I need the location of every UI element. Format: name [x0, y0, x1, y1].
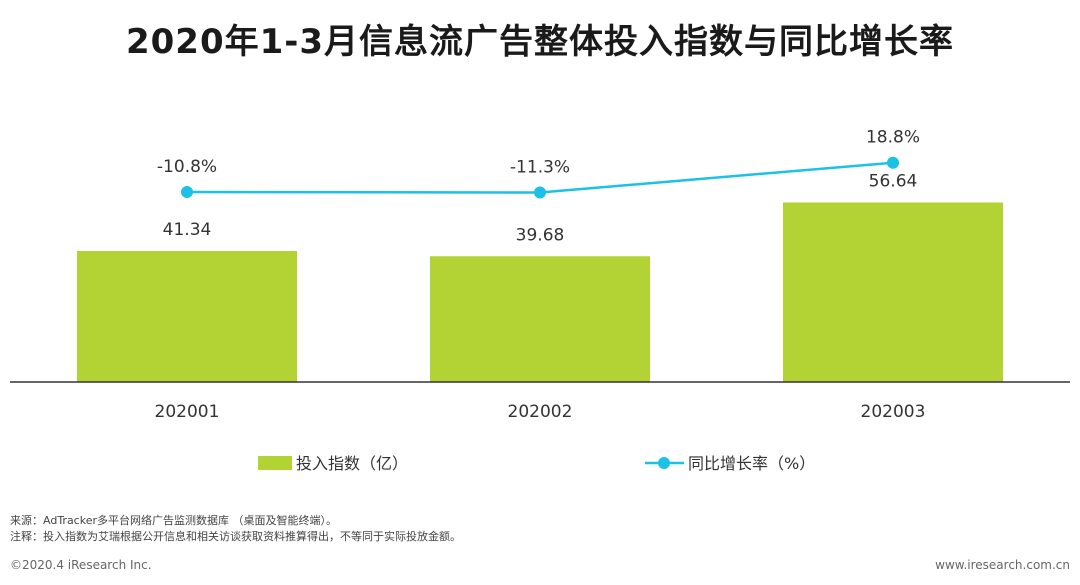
x-tick-label: 202001 — [155, 402, 220, 422]
bar-202002 — [430, 256, 650, 382]
growth-value-label: -11.3% — [510, 157, 570, 177]
source-note: 来源：AdTracker多平台网络广告监测数据库 （桌面及智能终端）。 — [10, 514, 337, 527]
annotation-note: 注释：投入指数为艾瑞根据公开信息和相关访谈获取资料推算得出，不等同于实际投放金额… — [10, 530, 461, 543]
growth-value-label: 18.8% — [866, 128, 920, 148]
legend-bar-label: 投入指数（亿） — [296, 454, 408, 473]
website: www.iresearch.com.cn — [935, 558, 1070, 572]
x-tick-label: 202002 — [508, 402, 573, 422]
bar-value-label: 39.68 — [516, 225, 565, 245]
growth-point-202001 — [181, 186, 193, 198]
copyright: ©2020.4 iResearch Inc. — [10, 558, 152, 572]
legend-line-label: 同比增长率（%） — [688, 454, 815, 473]
x-tick-label: 202003 — [861, 402, 926, 422]
chart-title: 2020年1-3月信息流广告整体投入指数与同比增长率 — [125, 22, 955, 62]
growth-point-202003 — [887, 156, 899, 169]
legend-bar-swatch — [258, 456, 292, 470]
chart-canvas: 41.34 39.68 56.64 202001 202002 202003 -10.8% -… — [10, 128, 1070, 473]
growth-value-label: -10.8% — [157, 157, 217, 177]
legend-line-marker — [658, 457, 670, 469]
bar-value-label: 56.64 — [869, 172, 918, 192]
bar-value-label: 41.34 — [163, 220, 212, 240]
growth-point-202002 — [534, 186, 546, 199]
bar-202001 — [77, 251, 297, 382]
bar-202003 — [783, 202, 1003, 382]
